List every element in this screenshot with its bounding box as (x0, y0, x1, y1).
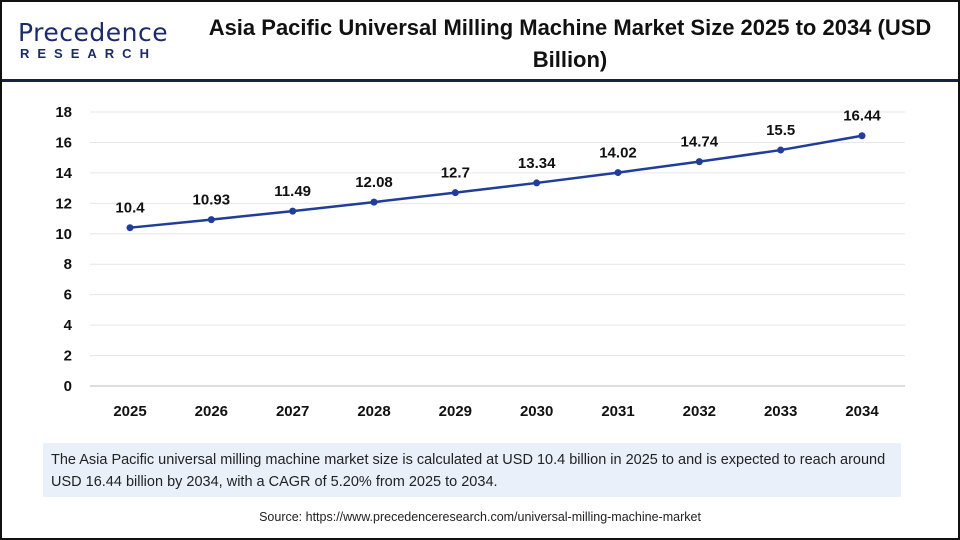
y-tick-label: 6 (64, 287, 72, 304)
y-tick-label: 14 (55, 165, 72, 182)
y-tick-label: 8 (64, 256, 72, 273)
data-point (533, 179, 541, 187)
data-point (451, 189, 459, 197)
x-tick-label: 2025 (113, 403, 146, 420)
data-point (777, 146, 785, 154)
series-line (129, 134, 863, 229)
y-tick-label: 10 (55, 226, 72, 243)
data-point (614, 169, 622, 177)
data-label: 15.5 (766, 122, 795, 139)
data-label: 10.93 (193, 192, 231, 209)
data-point (289, 207, 297, 215)
x-tick-label: 2030 (520, 403, 553, 420)
data-point (858, 132, 866, 140)
data-label: 13.34 (518, 155, 556, 172)
x-tick-label: 2031 (601, 403, 634, 420)
logo-subtext: RESEARCH (20, 46, 157, 61)
logo-wordmark: Precedence (18, 18, 169, 47)
x-tick-label: 2027 (276, 403, 309, 420)
data-label: 12.08 (355, 174, 393, 191)
data-point (370, 198, 378, 206)
y-tick-label: 16 (55, 134, 72, 151)
x-tick-label: 2032 (683, 403, 716, 420)
x-tick-label: 2028 (357, 403, 390, 420)
x-tick-label: 2029 (439, 403, 472, 420)
source-text: Source: https://www.precedenceresearch.c… (259, 510, 701, 524)
data-label: 12.7 (441, 165, 470, 182)
y-tick-label: 0 (64, 378, 72, 395)
data-label: 11.49 (274, 183, 311, 200)
data-point (207, 216, 215, 224)
x-tick-label: 2026 (195, 403, 228, 420)
y-tick-label: 12 (55, 195, 72, 212)
chart-title: Asia Pacific Universal Milling Machine M… (208, 15, 932, 72)
data-label: 14.02 (599, 145, 637, 162)
y-tick-label: 4 (64, 317, 73, 334)
logo: Precedence RESEARCH (18, 18, 169, 64)
data-point (126, 224, 134, 232)
data-point (695, 158, 703, 166)
data-label: 16.44 (843, 108, 881, 125)
data-label: 14.74 (681, 134, 719, 151)
data-label: 10.4 (115, 200, 145, 217)
header-divider (2, 79, 958, 82)
y-tick-label: 2 (64, 348, 72, 365)
x-tick-label: 2034 (845, 403, 879, 420)
summary-note: The Asia Pacific universal milling machi… (43, 443, 901, 497)
x-tick-label: 2033 (764, 403, 797, 420)
y-tick-label: 18 (55, 104, 72, 121)
